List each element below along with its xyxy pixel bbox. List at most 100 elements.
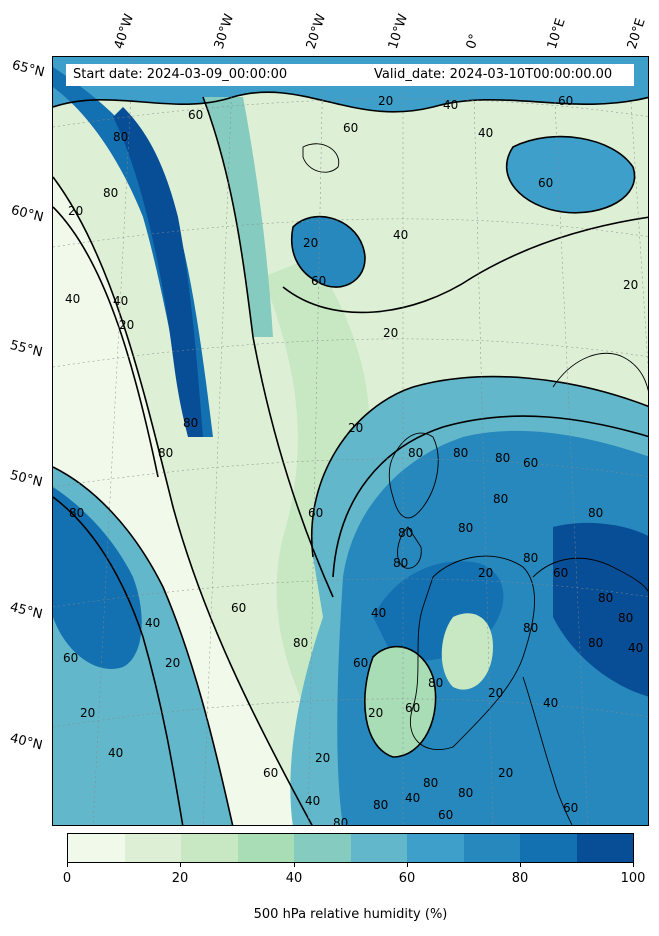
colorbar-label: 500 hPa relative humidity (%): [253, 907, 448, 922]
latitude-label-60n: 60°N: [9, 203, 45, 226]
contour-label: 80: [458, 786, 473, 800]
longitude-label-20e: 20°E: [624, 16, 649, 51]
contour-label: 20: [478, 566, 493, 580]
contour-label: 80: [398, 526, 413, 540]
contour-line: [506, 135, 636, 214]
contour-label: 80: [618, 611, 633, 625]
colorbar: [67, 833, 634, 863]
contour-line: [291, 215, 366, 288]
contour-label: 80: [453, 446, 468, 460]
graticule: [53, 57, 648, 825]
contour-label: 40: [113, 294, 128, 308]
contour-label: 40: [305, 794, 320, 808]
colorbar-segment: [181, 834, 238, 862]
contour-label: 20: [623, 278, 638, 292]
contour-label: 80: [458, 521, 473, 535]
contour-label: 60: [311, 274, 326, 288]
colorbar-segment: [350, 834, 407, 862]
moist-blob-northeast: [506, 136, 635, 213]
contour-label: 20: [488, 686, 503, 700]
contour-label: 60: [353, 656, 368, 670]
contour-label: 40: [405, 791, 420, 805]
contour-label: 80: [393, 556, 408, 570]
latitude-label-65n: 65°N: [10, 58, 46, 81]
colorbar-segment: [520, 834, 577, 862]
contour-label: 60: [553, 566, 568, 580]
colorbar-tick-label: 0: [62, 871, 72, 886]
colorbar-tick-label: 40: [285, 871, 303, 886]
contour-label: 60: [63, 651, 78, 665]
longitude-label-10e: 10°E: [544, 16, 569, 51]
coastline-iceland: [302, 143, 340, 173]
grid-line: [53, 218, 648, 248]
contour-label: 20: [119, 318, 134, 332]
contour-line: [282, 216, 648, 314]
date-info-box: [66, 64, 634, 86]
colorbar-tick: [520, 863, 521, 867]
contour-label: 60: [308, 506, 323, 520]
grid-line: [53, 98, 648, 128]
contour-label: 40: [371, 606, 386, 620]
contour-label: 80: [428, 676, 443, 690]
longitude-label-10w: 10°W: [385, 12, 412, 51]
contour-label: 80: [373, 798, 388, 812]
humidity-map: 60 20 40 60 80 80 20 40 60 40 60 20 60 4…: [52, 56, 649, 826]
colorbar-segment: [124, 834, 181, 862]
contour-label: 80: [69, 506, 84, 520]
contour-label: 80: [113, 130, 128, 144]
contour-label: 40: [543, 696, 558, 710]
colorbar-segment: [294, 834, 351, 862]
coastline-iberia-france: [409, 555, 535, 751]
contour-label: 80: [423, 776, 438, 790]
contour-label: 80: [588, 636, 603, 650]
contour-label: 20: [165, 656, 180, 670]
moist-strip-north: [203, 97, 273, 337]
coastline-british-isles: [388, 432, 439, 519]
contour-label: 60: [263, 766, 278, 780]
contour-label: 40: [65, 292, 80, 306]
latitude-label-55n: 55°N: [8, 338, 44, 361]
contour-label: 20: [383, 326, 398, 340]
contour-label: 60: [438, 808, 453, 822]
colorbar-tick: [633, 863, 634, 867]
coastline-central-europe: [532, 557, 648, 593]
contour-label: 20: [368, 706, 383, 720]
moist-core-southwest: [53, 487, 142, 669]
contour-line: [53, 206, 159, 478]
contour-label: 80: [523, 551, 538, 565]
latitude-label-45n: 45°N: [8, 600, 44, 623]
latitude-label-50n: 50°N: [8, 468, 44, 491]
contour-line: [53, 91, 648, 113]
contour-label: 20: [498, 766, 513, 780]
contour-label-group: 60 20 40 60 80 80 20 40 60 40 60 20 60 4…: [63, 94, 643, 825]
contour-label: 60: [538, 176, 553, 190]
latitude-label-40n: 40°N: [8, 731, 44, 754]
contour-label: 40: [478, 126, 493, 140]
grid-line: [307, 57, 324, 825]
grid-line: [53, 578, 648, 608]
contour-label: 20: [303, 236, 318, 250]
colorbar-tick: [407, 863, 408, 867]
contour-label: 40: [145, 616, 160, 630]
contour-label: 60: [405, 701, 420, 715]
contour-label: 60: [558, 94, 573, 108]
colorbar-segment: [576, 834, 633, 862]
grid-line: [53, 458, 648, 488]
contour-label: 80: [588, 506, 603, 520]
grid-line: [552, 57, 589, 825]
colorbar-tick: [67, 863, 68, 867]
contour-label: 80: [183, 416, 198, 430]
contour-label: 80: [408, 446, 423, 460]
valid-date-text: Valid_date: 2024-03-10T00:00:00.00: [374, 67, 613, 82]
colorbar-segment: [68, 834, 125, 862]
colorbar-segment: [237, 834, 294, 862]
contour-label: 80: [158, 446, 173, 460]
longitude-label-30w: 30°W: [211, 12, 238, 51]
colorbar-tick: [180, 863, 181, 867]
contour-label: 80: [293, 636, 308, 650]
colorbar-tick-label: 80: [511, 871, 529, 886]
grid-line: [53, 338, 648, 368]
coastline-italy: [522, 676, 573, 825]
contour-label: 40: [443, 98, 458, 112]
contour-label: 20: [315, 751, 330, 765]
